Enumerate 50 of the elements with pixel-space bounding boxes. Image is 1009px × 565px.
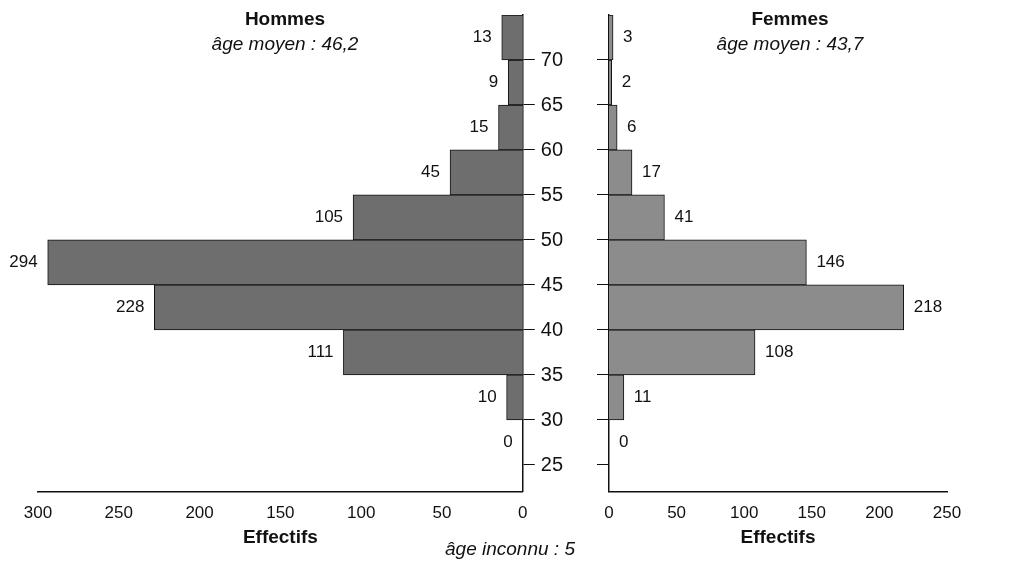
data-label: 45 xyxy=(421,162,441,182)
data-label: 3 xyxy=(623,27,633,47)
y-tick-label: 60 xyxy=(540,138,563,161)
x-tick-label: 100 xyxy=(346,502,376,522)
x-axis-title: Effectifs xyxy=(740,525,816,547)
data-label: 105 xyxy=(314,207,344,227)
data-label: 228 xyxy=(115,297,145,317)
x-tick-label: 300 xyxy=(23,502,53,522)
x-tick-label: 250 xyxy=(104,502,133,522)
x-tick-label: 0 xyxy=(518,502,528,522)
chart-title: Femmes xyxy=(751,8,829,30)
data-label: 108 xyxy=(765,342,794,362)
data-label: 9 xyxy=(488,72,499,92)
text: âge moyen : 46,2 xyxy=(211,33,359,55)
x-tick-label: 0 xyxy=(604,502,614,522)
x-tick-label: 50 xyxy=(667,502,687,522)
y-tick-label: 40 xyxy=(540,318,563,341)
x-tick-label: 250 xyxy=(932,502,962,522)
data-label: 11 xyxy=(633,387,652,407)
data-label: 0 xyxy=(503,432,513,452)
chart-title: Hommes xyxy=(244,8,326,30)
x-tick-label: 200 xyxy=(185,502,214,522)
x-tick-label: 200 xyxy=(865,502,894,522)
data-label: 218 xyxy=(913,297,943,317)
data-label: 294 xyxy=(9,252,38,272)
x-tick-label: 150 xyxy=(797,502,826,522)
x-tick-label: 150 xyxy=(266,502,295,522)
data-label: 17 xyxy=(641,162,661,182)
x-axis-title: Effectifs xyxy=(242,525,318,547)
y-tick-label: 70 xyxy=(540,48,563,71)
y-tick-label: 55 xyxy=(540,183,563,206)
data-label: 2 xyxy=(621,72,632,92)
data-label: 41 xyxy=(674,207,694,227)
text: âge moyen : 43,7 xyxy=(716,33,864,55)
y-tick-label: 65 xyxy=(540,93,563,116)
data-label: 111 xyxy=(307,342,334,362)
data-label: 146 xyxy=(816,252,845,272)
y-tick-label: 30 xyxy=(540,408,563,431)
y-tick-label: 35 xyxy=(540,363,563,386)
data-label: 0 xyxy=(619,432,629,452)
data-label: 15 xyxy=(469,117,489,137)
y-tick-label: 45 xyxy=(540,273,563,296)
data-label: 10 xyxy=(477,387,497,407)
x-tick-label: 100 xyxy=(730,502,759,522)
x-tick-label: 50 xyxy=(432,502,452,522)
y-tick-label: 50 xyxy=(540,228,563,251)
data-label: 13 xyxy=(472,27,492,47)
text: âge inconnu : 5 xyxy=(445,538,575,560)
data-label: 6 xyxy=(627,117,637,137)
y-tick-label: 25 xyxy=(540,453,563,476)
